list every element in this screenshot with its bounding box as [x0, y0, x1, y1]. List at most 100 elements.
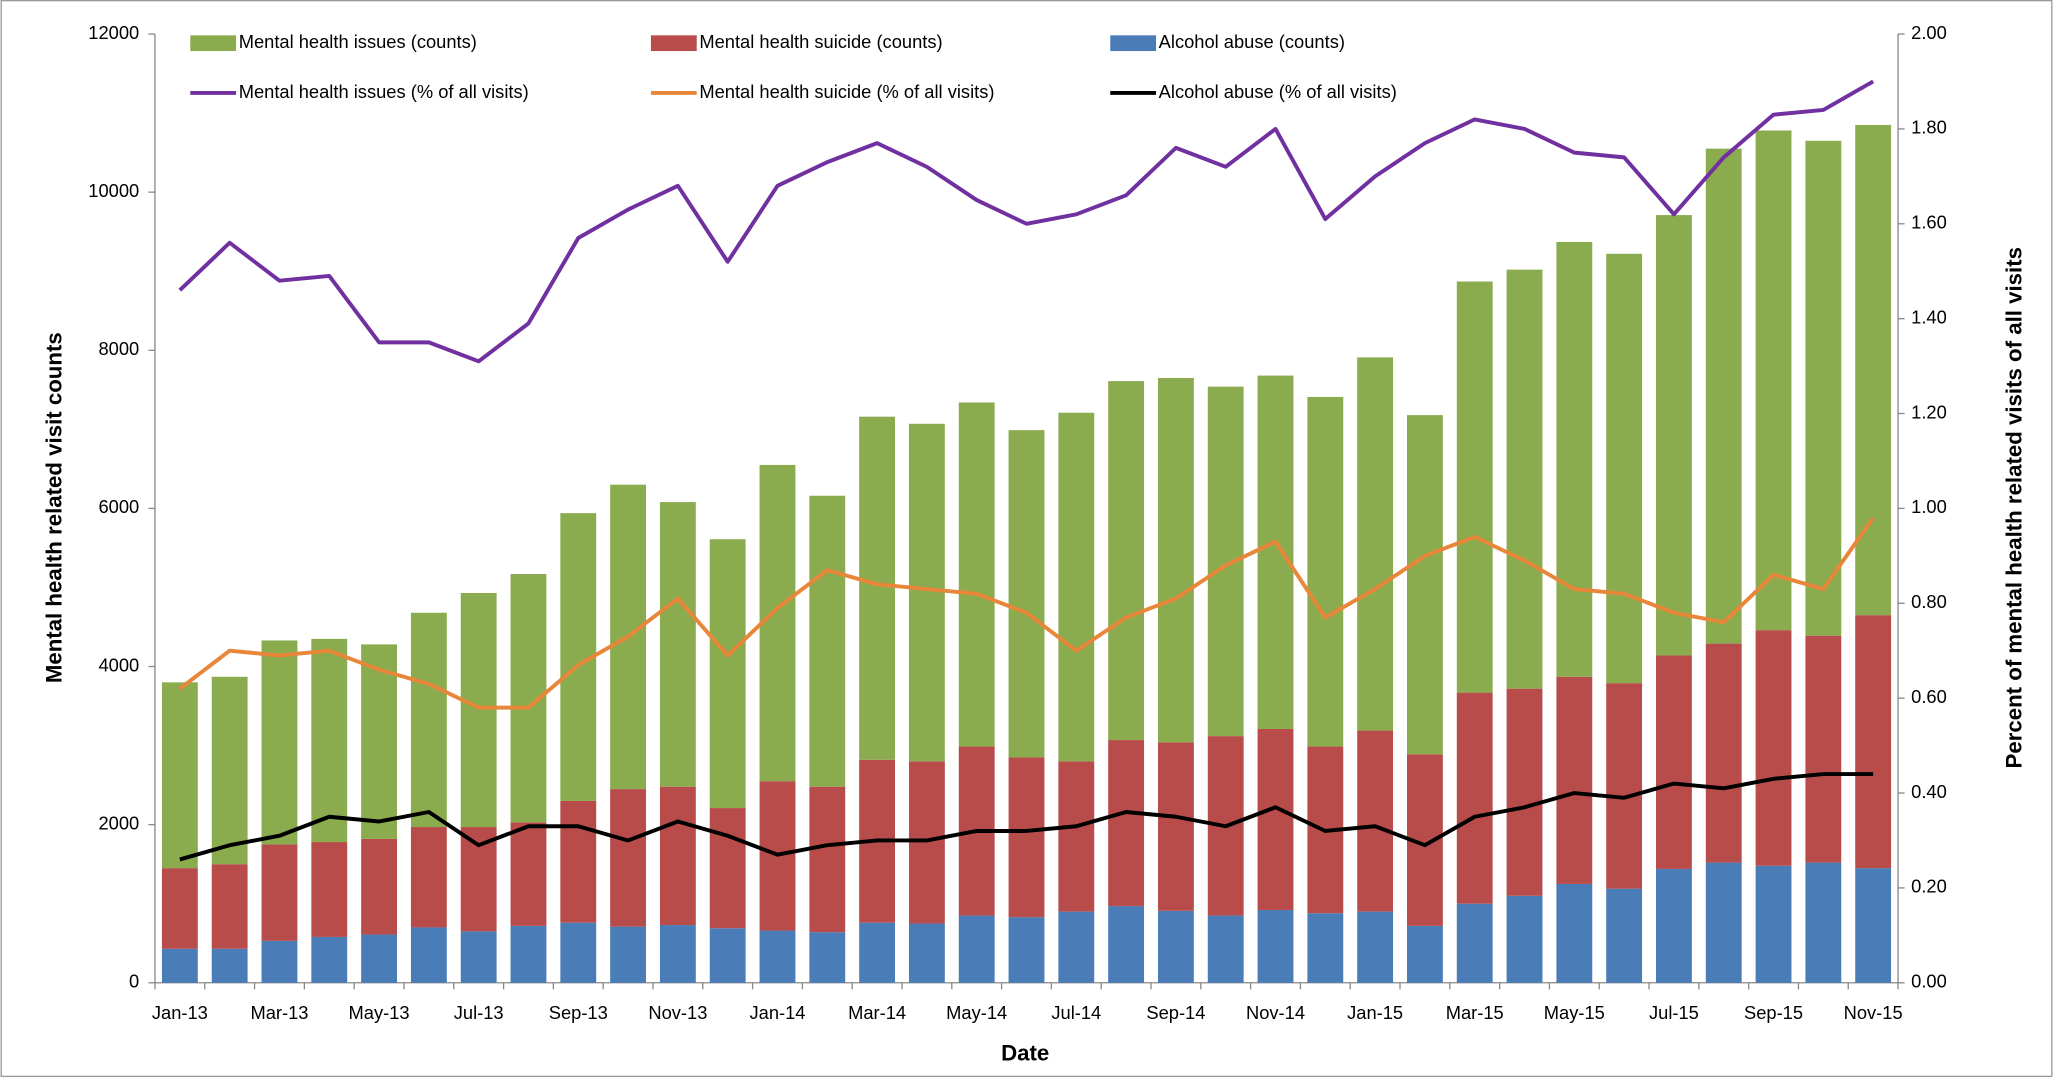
- x-tick-label: Sep-13: [549, 1002, 608, 1023]
- bar-segment: [1556, 676, 1593, 884]
- bar-segment: [1008, 757, 1045, 918]
- y2-axis-title: Percent of mental health related visits …: [2002, 247, 2027, 768]
- x-tick-label: Mar-13: [250, 1002, 308, 1023]
- legend-label: Alcohol abuse (counts): [1159, 31, 1345, 52]
- bar-segment: [161, 682, 198, 869]
- bar-segment: [958, 402, 995, 747]
- bar-segment: [311, 842, 348, 937]
- y-tick-label: 0: [129, 971, 139, 992]
- bar-segment: [460, 592, 497, 828]
- bar-segment: [908, 761, 945, 924]
- bar-segment: [1307, 396, 1344, 747]
- bar-segment: [1357, 911, 1394, 983]
- bar-segment: [709, 808, 746, 929]
- line-series: [179, 772, 1874, 862]
- bar-segment: [709, 928, 746, 983]
- bar-segment: [1656, 655, 1692, 869]
- bar-segment: [1606, 253, 1643, 684]
- bar-segment: [1207, 915, 1244, 983]
- legend-label: Mental health issues (% of all visits): [239, 81, 529, 102]
- bar-segment: [1456, 903, 1493, 983]
- bar-segment: [560, 800, 597, 923]
- bar-segment: [1855, 124, 1892, 616]
- x-tick-label: Nov-15: [1844, 1002, 1903, 1023]
- bar-segment: [1257, 375, 1294, 729]
- bar-segment: [410, 927, 447, 983]
- bar-segment: [311, 638, 348, 843]
- x-tick-label: May-13: [349, 1002, 410, 1023]
- bar-segment: [1307, 913, 1344, 983]
- x-tick-label: Jan-13: [152, 1002, 208, 1023]
- y-tick-label: 4000: [99, 654, 140, 675]
- bar-segment: [610, 789, 647, 927]
- x-tick-label: May-15: [1544, 1002, 1605, 1023]
- bar-segment: [1058, 911, 1095, 983]
- bar-segment: [1406, 925, 1443, 983]
- y2-tick-label: 0.20: [1911, 876, 1947, 897]
- bar-segment: [410, 612, 447, 828]
- bar-segment: [759, 464, 796, 782]
- bar-segment: [1755, 130, 1792, 631]
- bar-segment: [859, 922, 896, 983]
- bar-segment: [1805, 140, 1842, 636]
- bar-segment: [709, 539, 746, 809]
- bar-segment: [958, 915, 995, 983]
- legend-swatch: [1110, 35, 1157, 52]
- y-tick-label: 8000: [99, 338, 140, 359]
- bar-segment: [460, 931, 497, 983]
- bar-segment: [610, 926, 647, 983]
- bar-segment: [1058, 761, 1095, 912]
- bar-segment: [211, 864, 248, 949]
- y2-tick-label: 1.40: [1911, 306, 1947, 327]
- bar-segment: [161, 868, 198, 949]
- bar-segment: [1456, 281, 1493, 693]
- y-tick-label: 10000: [88, 180, 139, 201]
- y2-tick-label: 0.40: [1911, 781, 1947, 802]
- bar-segment: [361, 838, 397, 935]
- y2-tick-label: 1.20: [1911, 401, 1947, 422]
- y-tick-label: 12000: [88, 22, 139, 43]
- bar-segment: [1805, 635, 1842, 863]
- bar-segment: [659, 925, 696, 983]
- bar-segment: [1755, 630, 1792, 866]
- bar-segment: [1606, 888, 1643, 983]
- bar-segment: [361, 934, 397, 983]
- x-tick-label: Jul-15: [1649, 1002, 1699, 1023]
- legend-label: Mental health suicide (% of all visits): [699, 81, 994, 102]
- bar-segment: [361, 644, 397, 839]
- x-tick-label: Jan-15: [1347, 1002, 1403, 1023]
- y2-tick-label: 1.80: [1911, 117, 1947, 138]
- legend-label: Alcohol abuse (% of all visits): [1159, 81, 1397, 102]
- legend-label: Mental health suicide (counts): [699, 31, 942, 52]
- bar-segment: [1058, 412, 1095, 762]
- bar-segment: [1456, 692, 1493, 904]
- bar-segment: [1506, 269, 1543, 689]
- x-tick-label: Sep-14: [1146, 1002, 1205, 1023]
- x-tick-label: May-14: [946, 1002, 1007, 1023]
- bar-segment: [1855, 615, 1892, 869]
- bar-segment: [1257, 728, 1294, 911]
- bar-segment: [859, 416, 896, 760]
- bar-segment: [261, 640, 298, 845]
- bar-segment: [1855, 868, 1892, 983]
- bar-segment: [1406, 415, 1443, 755]
- y-axis-title: Mental health related visit counts: [41, 332, 66, 683]
- bar-segment: [1656, 868, 1692, 983]
- bar-segment: [1556, 241, 1593, 677]
- bar-segment: [261, 940, 298, 983]
- bar-segment: [1008, 917, 1045, 983]
- legend-label: Mental health issues (counts): [239, 31, 477, 52]
- bar-segment: [1705, 643, 1742, 863]
- y2-tick-label: 1.60: [1911, 212, 1947, 233]
- x-tick-label: Sep-15: [1744, 1002, 1803, 1023]
- x-tick-label: Mar-14: [848, 1002, 906, 1023]
- bar-segment: [1755, 865, 1792, 983]
- y2-tick-label: 0.60: [1911, 686, 1947, 707]
- y2-tick-label: 1.00: [1911, 496, 1947, 517]
- legend-swatch: [650, 35, 697, 52]
- bar-segment: [1257, 910, 1294, 983]
- y2-tick-label: 2.00: [1911, 22, 1947, 43]
- bar-segment: [1157, 377, 1194, 743]
